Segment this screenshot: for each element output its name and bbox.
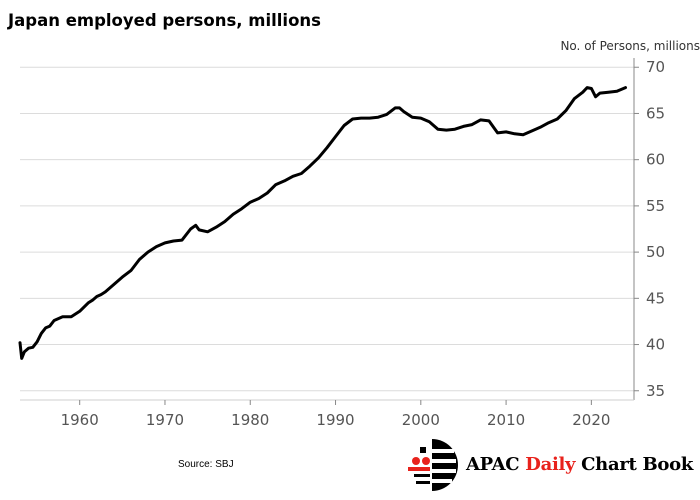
- brand-name: APAC Daily Chart Book: [466, 454, 693, 475]
- source-note: Source: SBJ: [178, 459, 234, 470]
- brand-name-daily: Daily: [525, 454, 576, 475]
- y-tick-label: 65: [646, 104, 665, 122]
- x-tick-label: 1970: [146, 411, 184, 429]
- brand-name-chart-book: Chart Book: [575, 454, 693, 475]
- x-axis: 1960 1970 1980 1990 2000 2010 2020: [20, 399, 634, 429]
- x-tick-label: 1980: [231, 411, 269, 429]
- y-tick-label: 60: [646, 151, 665, 169]
- series-line-0: [18, 86, 627, 360]
- y-axis: 35 40 45 50 55 60 65 70: [633, 58, 665, 400]
- series-lines: [18, 86, 627, 360]
- y-tick-label: 35: [646, 382, 665, 400]
- y-tick-label: 70: [646, 58, 665, 76]
- y-axis-unit-label: No. of Persons, millions: [560, 39, 700, 53]
- x-tick-label: 1990: [316, 411, 354, 429]
- y-tick-label: 45: [646, 289, 665, 307]
- y-tick-label: 55: [646, 197, 665, 215]
- x-tick-label: 1960: [61, 411, 99, 429]
- gridlines: [20, 66, 634, 392]
- brand-name-apac: APAC: [466, 454, 526, 475]
- chart-title: Japan employed persons, millions: [8, 11, 321, 30]
- x-tick-label: 2000: [402, 411, 440, 429]
- x-tick-label: 2020: [572, 411, 610, 429]
- y-tick-label: 50: [646, 243, 665, 261]
- x-tick-label: 2010: [487, 411, 525, 429]
- brand-logo: APAC Daily Chart Book: [404, 437, 696, 493]
- brand-emblem-icon: [408, 439, 458, 491]
- y-tick-label: 40: [646, 336, 665, 354]
